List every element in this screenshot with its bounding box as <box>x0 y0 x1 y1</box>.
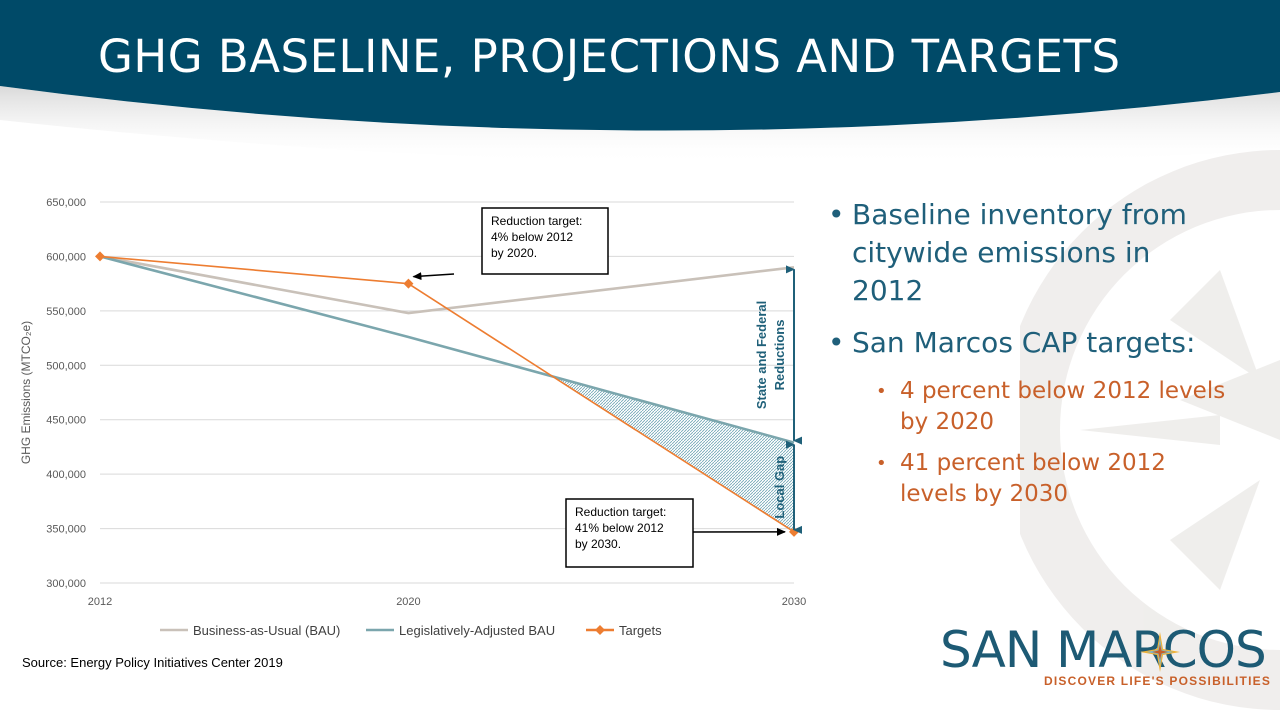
slide-title: GHG BASELINE, PROJECTIONS AND TARGETS <box>98 30 1121 83</box>
y-axis-label: GHG Emissions (MTCO₂e) <box>19 321 33 464</box>
y-tick-label: 450,000 <box>46 415 86 427</box>
y-axis: 300,000 350,000 400,000 450,000 500,000 550,0… <box>46 197 86 590</box>
annotation-box <box>481 207 609 275</box>
legend-marker <box>595 625 605 635</box>
header-banner <box>0 0 1280 160</box>
series-line-2 <box>99 255 795 444</box>
gap-brackets: State and Federal Reductions Local Gap <box>754 265 802 534</box>
target-point <box>95 251 105 262</box>
logo-name: SAN MARCOS <box>940 621 1267 679</box>
y-tick-label: 500,000 <box>46 360 86 372</box>
annotation-callout: Reduction target: 4% below 2012 by 2020. <box>412 207 609 281</box>
target-point <box>403 278 414 289</box>
annotation-text: 41% below 2012 <box>575 521 664 535</box>
annotation-callout: Reduction target: 41% below 2012 by 2030. <box>565 498 786 568</box>
annotation-text: by 2020. <box>491 246 537 260</box>
x-axis: 2012 2020 2030 <box>88 596 806 608</box>
x-tick-label: 2020 <box>396 596 420 608</box>
y-tick-label: 650,000 <box>46 197 86 209</box>
chart-legend: Business-as-Usual (BAU) Legislatively-Adj… <box>160 623 662 638</box>
x-tick-label: 2030 <box>782 596 806 608</box>
annotation-text: Reduction target: <box>491 214 582 228</box>
sub-bullet-2020: 4 percent below 2012 levels by 2020 <box>876 376 1228 438</box>
y-tick-label: 600,000 <box>46 251 86 263</box>
logo-tagline: DISCOVER LIFE'S POSSIBILITIES <box>1044 674 1272 688</box>
bullet-baseline: Baseline inventory from citywide emissio… <box>828 196 1228 310</box>
legend-label: Legislatively-Adjusted BAU <box>399 623 555 638</box>
ghg-line-chart: 300,000 350,000 400,000 450,000 500,000 550,0… <box>19 197 806 638</box>
series-line-1 <box>99 255 795 315</box>
bullet-list: Baseline inventory from citywide emissio… <box>828 196 1228 520</box>
bullet-cap-targets: San Marcos CAP targets: <box>828 324 1228 362</box>
compass-star-icon <box>1140 632 1180 672</box>
bracket-label: Local Gap <box>772 456 787 519</box>
y-tick-label: 350,000 <box>46 524 86 536</box>
bracket-label: State and Federal <box>754 301 769 409</box>
annotation-text: 4% below 2012 <box>491 230 573 244</box>
series-lines <box>99 255 795 533</box>
bracket-label: Reductions <box>772 320 787 391</box>
y-tick-label: 400,000 <box>46 469 86 481</box>
target-markers <box>95 251 799 537</box>
sub-bullet-2030: 41 percent below 2012 levels by 2030 <box>876 448 1228 510</box>
annotation-text: Reduction target: <box>575 505 666 519</box>
y-tick-label: 550,000 <box>46 306 86 318</box>
annotation-box <box>565 498 694 568</box>
source-note: Source: Energy Policy Initiatives Center… <box>22 655 283 670</box>
annotation-text: by 2030. <box>575 537 621 551</box>
san-marcos-logo: SAN MARCOS DISCOVER LIFE'S POSSIBILITIES <box>940 621 1272 688</box>
x-tick-label: 2012 <box>88 596 112 608</box>
series-line-3 <box>99 255 795 533</box>
legend-label: Business-as-Usual (BAU) <box>193 623 340 638</box>
legend-label: Targets <box>619 623 662 638</box>
annotation-arrow <box>412 272 455 281</box>
y-tick-label: 300,000 <box>46 578 86 590</box>
